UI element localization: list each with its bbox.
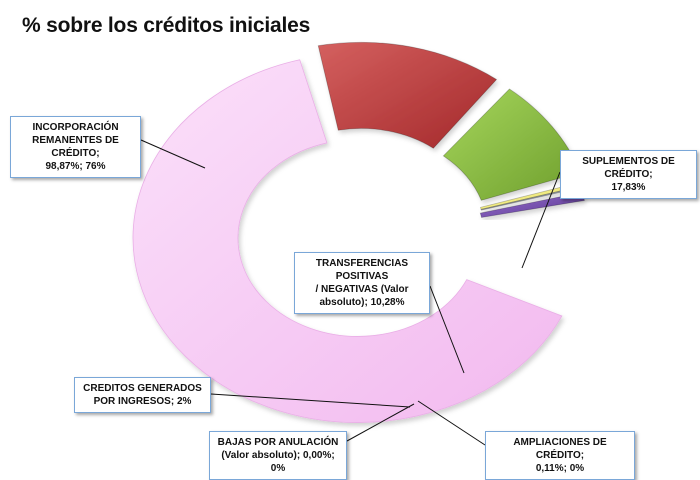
slice-label-transferencias: TRANSFERENCIAS POSITIVAS / NEGATIVAS (Val… <box>294 252 430 314</box>
leader-line-suplementos <box>521 171 561 269</box>
slice-suplementos <box>317 41 498 149</box>
slice-label-creditos: CREDITOS GENERADOS POR INGRESOS; 2% <box>74 377 211 413</box>
slice-label-line: AMPLIACIONES DE CRÉDITO; <box>513 437 607 461</box>
slice-label-suplementos: SUPLEMENTOS DE CRÉDITO; 17,83% <box>560 150 697 199</box>
slice-label-line: 0,11%; 0% <box>535 463 585 474</box>
slice-label-incorporacion: INCORPORACIÓN REMANENTES DE CRÉDITO; 98,87… <box>10 116 141 178</box>
slice-label-line: SUPLEMENTOS DE CRÉDITO; <box>582 156 675 180</box>
leader-line-transferencias <box>429 285 465 374</box>
leader-line-bajas <box>346 403 415 442</box>
slice-label-line: 17,83% <box>611 182 646 193</box>
leader-line-ampliaciones <box>417 400 486 446</box>
slice-label-line: CREDITOS GENERADOS <box>83 383 202 394</box>
slice-label-line: / NEGATIVAS (Valor <box>315 284 409 295</box>
chart-area: % sobre los créditos iniciales <box>10 14 697 480</box>
slice-label-line: INCORPORACIÓN <box>32 122 119 133</box>
donut-chart <box>132 41 585 446</box>
slice-label-line: TRANSFERENCIAS POSITIVAS <box>315 258 409 282</box>
leader-line-incorporacion <box>140 139 206 169</box>
slice-label-line: absoluto); 10,28% <box>319 297 405 308</box>
slice-label-line: (Valor absoluto); 0,00%; 0% <box>221 450 335 474</box>
chart-title: % sobre los créditos iniciales <box>22 14 311 37</box>
slice-label-line: POR INGRESOS; 2% <box>93 396 192 407</box>
slice-label-line: BAJAS POR ANULACIÓN <box>217 437 339 448</box>
slice-label-line: 98,87%; 76% <box>45 161 106 172</box>
slice-label-ampliaciones: AMPLIACIONES DE CRÉDITO; 0,11%; 0% <box>485 431 635 480</box>
slice-incorporacion <box>132 59 563 423</box>
slice-label-bajas: BAJAS POR ANULACIÓN (Valor absoluto); 0,0… <box>209 431 347 480</box>
leader-line-creditos <box>210 393 411 408</box>
slice-label-line: REMANENTES DE CRÉDITO; <box>32 135 119 159</box>
